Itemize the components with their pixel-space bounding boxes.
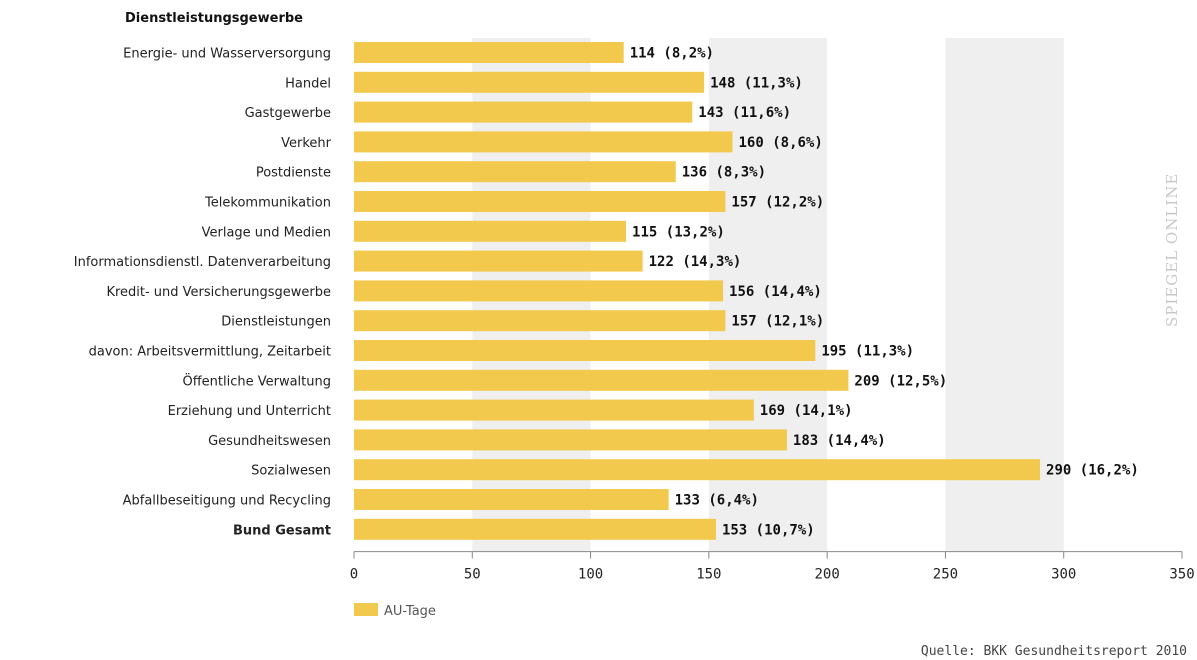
category-label: Informationsdienstl. Datenverarbeitung	[74, 255, 331, 270]
category-label: davon: Arbeitsvermittlung, Zeitarbeit	[89, 345, 331, 360]
legend: AU-Tage	[354, 603, 436, 619]
bar	[354, 399, 754, 421]
bar	[354, 250, 643, 272]
category-label: Gesundheitswesen	[208, 434, 331, 449]
value-label: 133 (6,4%)	[675, 493, 759, 509]
category-label: Kredit- und Versicherungsgewerbe	[106, 285, 331, 300]
legend-label: AU-Tage	[384, 604, 436, 619]
bar	[354, 191, 726, 212]
value-label: 143 (11,6%)	[698, 105, 791, 121]
bar	[354, 131, 733, 153]
value-label: 195 (11,3%)	[821, 344, 914, 360]
bars	[354, 42, 1041, 540]
category-label: Gastgewerbe	[245, 106, 331, 121]
category-label: Erziehung und Unterricht	[168, 404, 331, 419]
bar	[354, 459, 1041, 481]
value-labels: 114 (8,2%) 148 (11,3%) 143 (11,6%) 160 (8,6…	[630, 46, 1139, 539]
category-label: Verkehr	[281, 136, 332, 151]
x-axis: 0 50 100 150 200 250 300 350	[350, 551, 1195, 583]
watermark: SPIEGEL ONLINE	[1163, 173, 1181, 327]
x-tick-label: 200	[814, 567, 839, 583]
value-label: 153 (10,7%)	[722, 522, 815, 538]
value-label: 169 (14,1%)	[760, 403, 853, 419]
bar	[354, 310, 726, 332]
value-label: 114 (8,2%)	[630, 46, 714, 62]
value-label: 136 (8,3%)	[682, 165, 766, 181]
bar	[354, 161, 676, 183]
category-label: Öffentliche Verwaltung	[182, 372, 331, 389]
bar	[354, 369, 849, 391]
x-tick-label: 0	[350, 567, 358, 583]
value-label: 115 (13,2%)	[632, 224, 725, 240]
value-label: 148 (11,3%)	[710, 75, 803, 91]
value-label: 160 (8,6%)	[739, 135, 823, 151]
background-bands	[472, 38, 1064, 552]
value-label: 209 (12,5%)	[854, 373, 947, 389]
category-labels: Energie- und Wasserversorgung Handel Gastg…	[74, 47, 332, 539]
category-label: Sozialwesen	[251, 464, 331, 479]
bar	[354, 429, 787, 451]
bar	[354, 101, 693, 123]
value-label: 157 (12,2%)	[731, 195, 824, 211]
x-tick-label: 100	[578, 567, 603, 583]
category-label: Handel	[285, 76, 331, 91]
value-label: 122 (14,3%)	[649, 254, 742, 270]
x-tick-label: 150	[696, 567, 721, 583]
value-label: 156 (14,4%)	[729, 284, 822, 300]
category-label: Energie- und Wasserversorgung	[123, 47, 331, 62]
bar	[354, 71, 705, 93]
category-label: Postdienste	[256, 166, 331, 181]
value-label: 157 (12,1%)	[731, 314, 824, 330]
category-label: Bund Gesamt	[233, 523, 331, 538]
bar	[354, 220, 627, 242]
x-tick-label: 250	[933, 567, 958, 583]
bar	[354, 280, 724, 302]
value-label: 183 (14,4%)	[793, 433, 886, 449]
group-header: Dienstleistungsgewerbe	[125, 11, 303, 26]
x-tick-label: 300	[1051, 567, 1076, 583]
bar	[354, 518, 716, 540]
category-label: Abfallbeseitigung und Recycling	[123, 494, 331, 509]
category-label: Telekommunikation	[204, 196, 331, 211]
bar	[354, 340, 816, 361]
legend-swatch	[354, 603, 378, 616]
bar	[354, 42, 624, 63]
source-note: Quelle: BKK Gesundheitsreport 2010	[921, 644, 1187, 659]
category-label: Verlage und Medien	[202, 225, 331, 240]
bar	[354, 489, 669, 510]
x-tick-label: 50	[464, 567, 481, 583]
value-label: 290 (16,2%)	[1046, 463, 1139, 479]
x-tick-label: 350	[1169, 567, 1194, 583]
category-label: Dienstleistungen	[221, 315, 331, 330]
